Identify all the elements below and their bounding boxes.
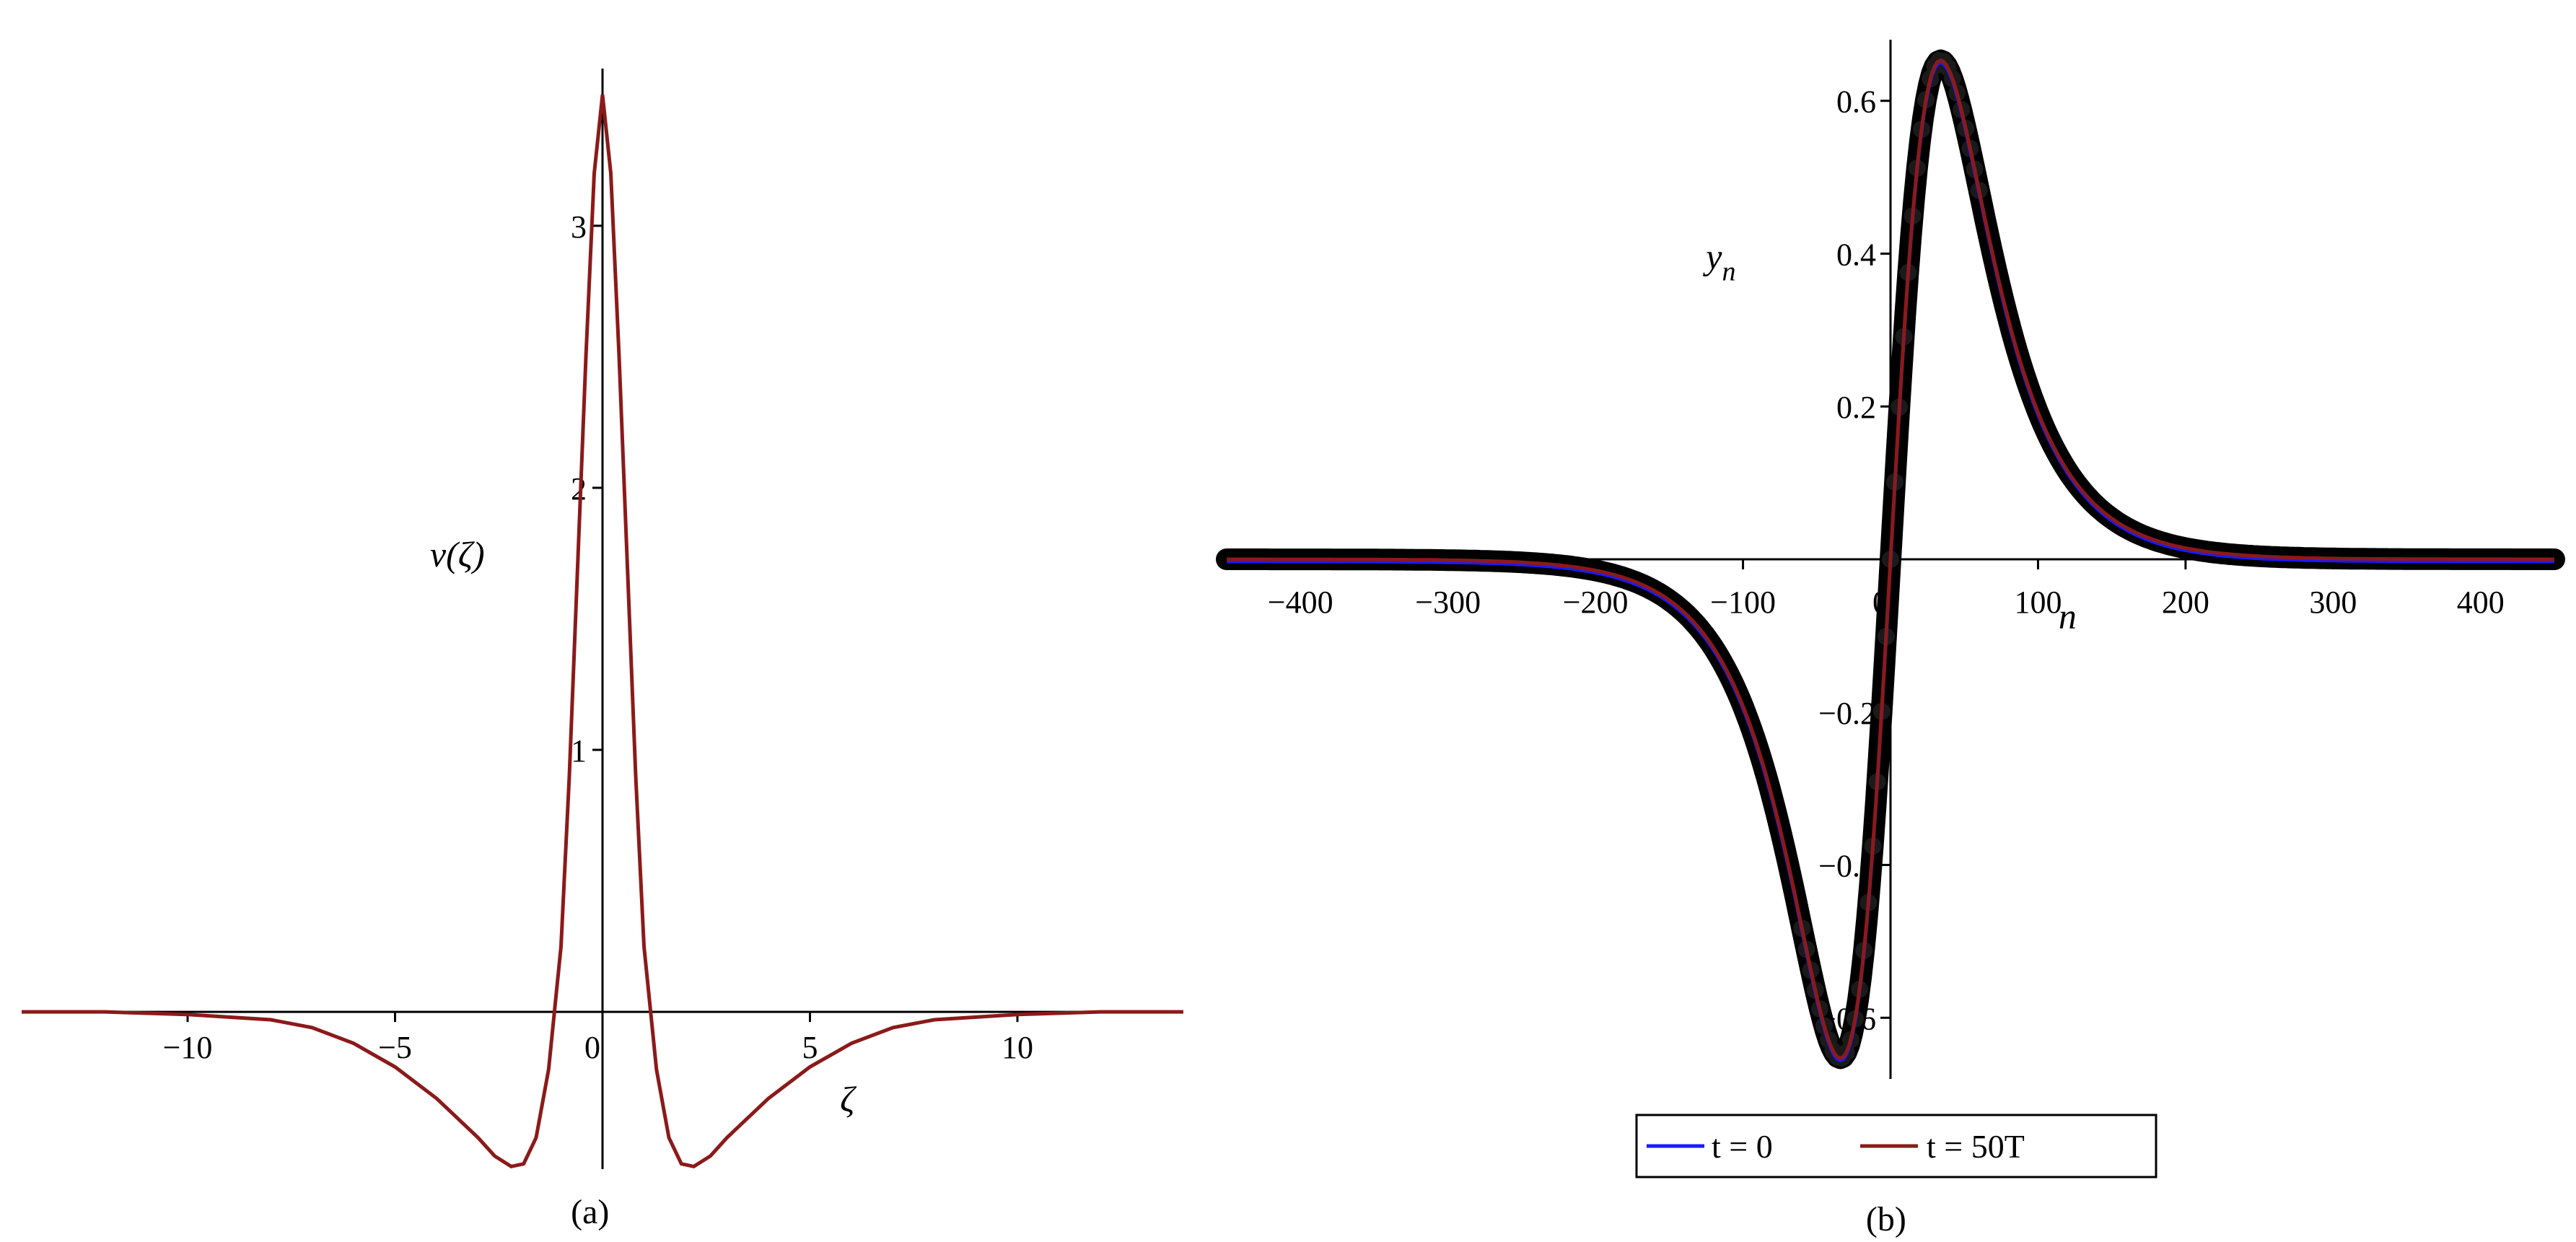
- panel-a-x-tick-label: −10: [163, 1030, 213, 1065]
- panel-b-y-label: yn: [1702, 237, 1735, 287]
- panel-b-y-tick-label: 0.4: [1836, 237, 1876, 272]
- panel-b-y-tick-label: −0.2: [1818, 696, 1876, 731]
- panel-a-caption: (a): [571, 1193, 609, 1231]
- panel-b-x-tick-label: −300: [1415, 585, 1481, 620]
- panel-b-legend: t = 0 t = 50T: [1635, 1114, 2157, 1178]
- panel-a-y-label: v(ζ): [430, 534, 485, 574]
- panel-b-x-tick-label: −200: [1563, 585, 1629, 620]
- panel-a-y-tick-label: 3: [571, 209, 587, 245]
- panel-a-x-tick-label: 5: [802, 1030, 818, 1065]
- panel-b-y-label-main: y: [1702, 237, 1722, 277]
- panel-a-x-tick-label: 10: [1002, 1030, 1033, 1065]
- panel-b: −400−300−200−1000100200300400−0.6−0.4−0.…: [1216, 40, 2565, 1238]
- panel-b-x-tick-label: 200: [2162, 585, 2209, 620]
- legend-label-t50: t = 50T: [1927, 1128, 2025, 1165]
- panel-a-x-label: ζ: [840, 1079, 857, 1119]
- panel-b-y-tick-label: 0.6: [1836, 84, 1876, 120]
- panel-b-y-tick-label: 0.2: [1836, 390, 1876, 425]
- panel-a-series-line: [22, 95, 1183, 1169]
- panel-a-y-tick-label: 1: [571, 733, 587, 769]
- panel-a-x-tick-label: 0: [584, 1030, 600, 1065]
- panel-b-x-label: n: [2059, 595, 2077, 636]
- panel-b-caption: (b): [1866, 1200, 1906, 1238]
- panel-b-series-t50-line: [1227, 58, 2554, 1061]
- panel-b-x-tick-label: −400: [1268, 585, 1333, 620]
- legend-label-t0: t = 0: [1712, 1128, 1773, 1165]
- panel-b-x-tick-label: −100: [1710, 585, 1776, 620]
- panel-b-y-label-sub: n: [1722, 257, 1735, 287]
- panel-b-x-tick-label: 400: [2457, 585, 2505, 620]
- panel-b-x-tick-label: 300: [2309, 585, 2357, 620]
- panel-b-x-tick-label: 100: [2014, 585, 2062, 620]
